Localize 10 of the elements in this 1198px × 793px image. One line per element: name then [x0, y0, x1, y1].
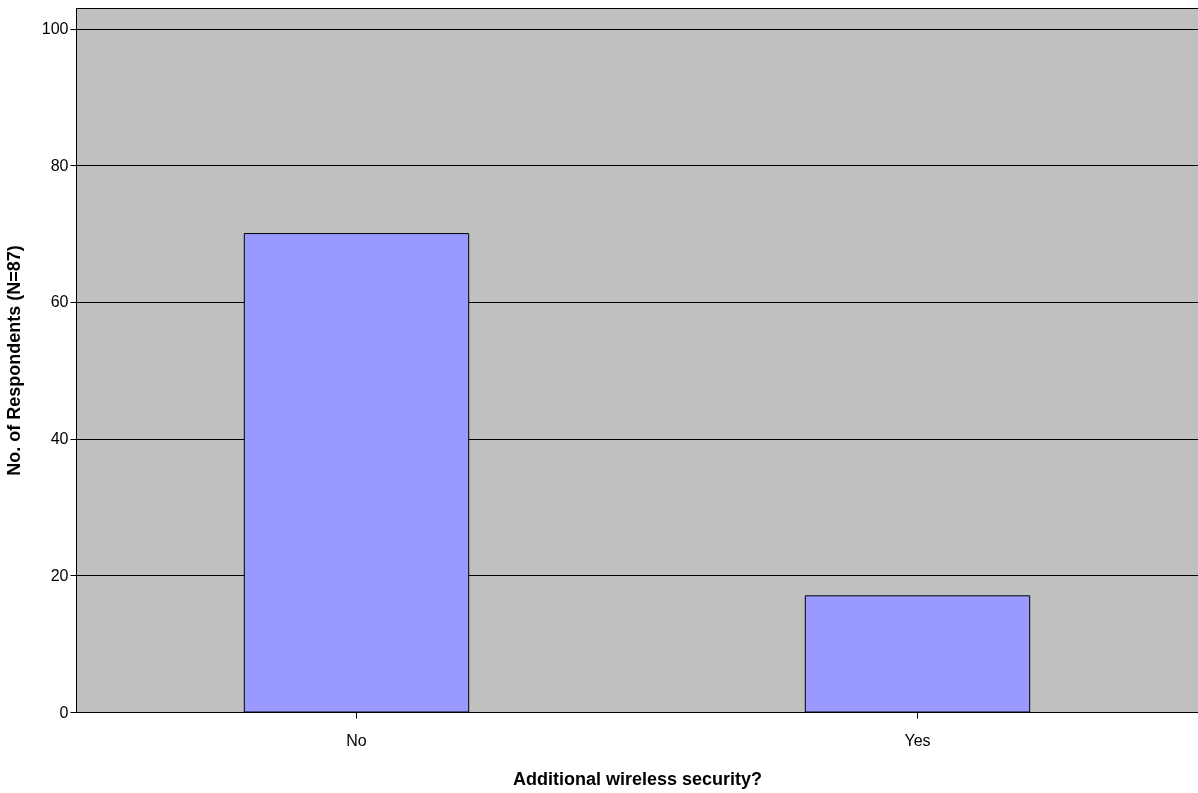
x-axis-title: Additional wireless security?	[512, 768, 763, 789]
y-tick-label: 60	[50, 293, 69, 311]
x-tick-label: No	[346, 731, 367, 749]
y-tick-label: 0	[59, 703, 69, 721]
y-tick-label: 40	[50, 430, 69, 448]
y-tick-label: 20	[50, 566, 69, 584]
y-tick-label: 80	[50, 156, 69, 174]
y-tick-label: 100	[41, 20, 69, 37]
x-tick-label: Yes	[904, 731, 931, 749]
y-axis-title: No. of Respondents (N=87)	[3, 245, 24, 476]
